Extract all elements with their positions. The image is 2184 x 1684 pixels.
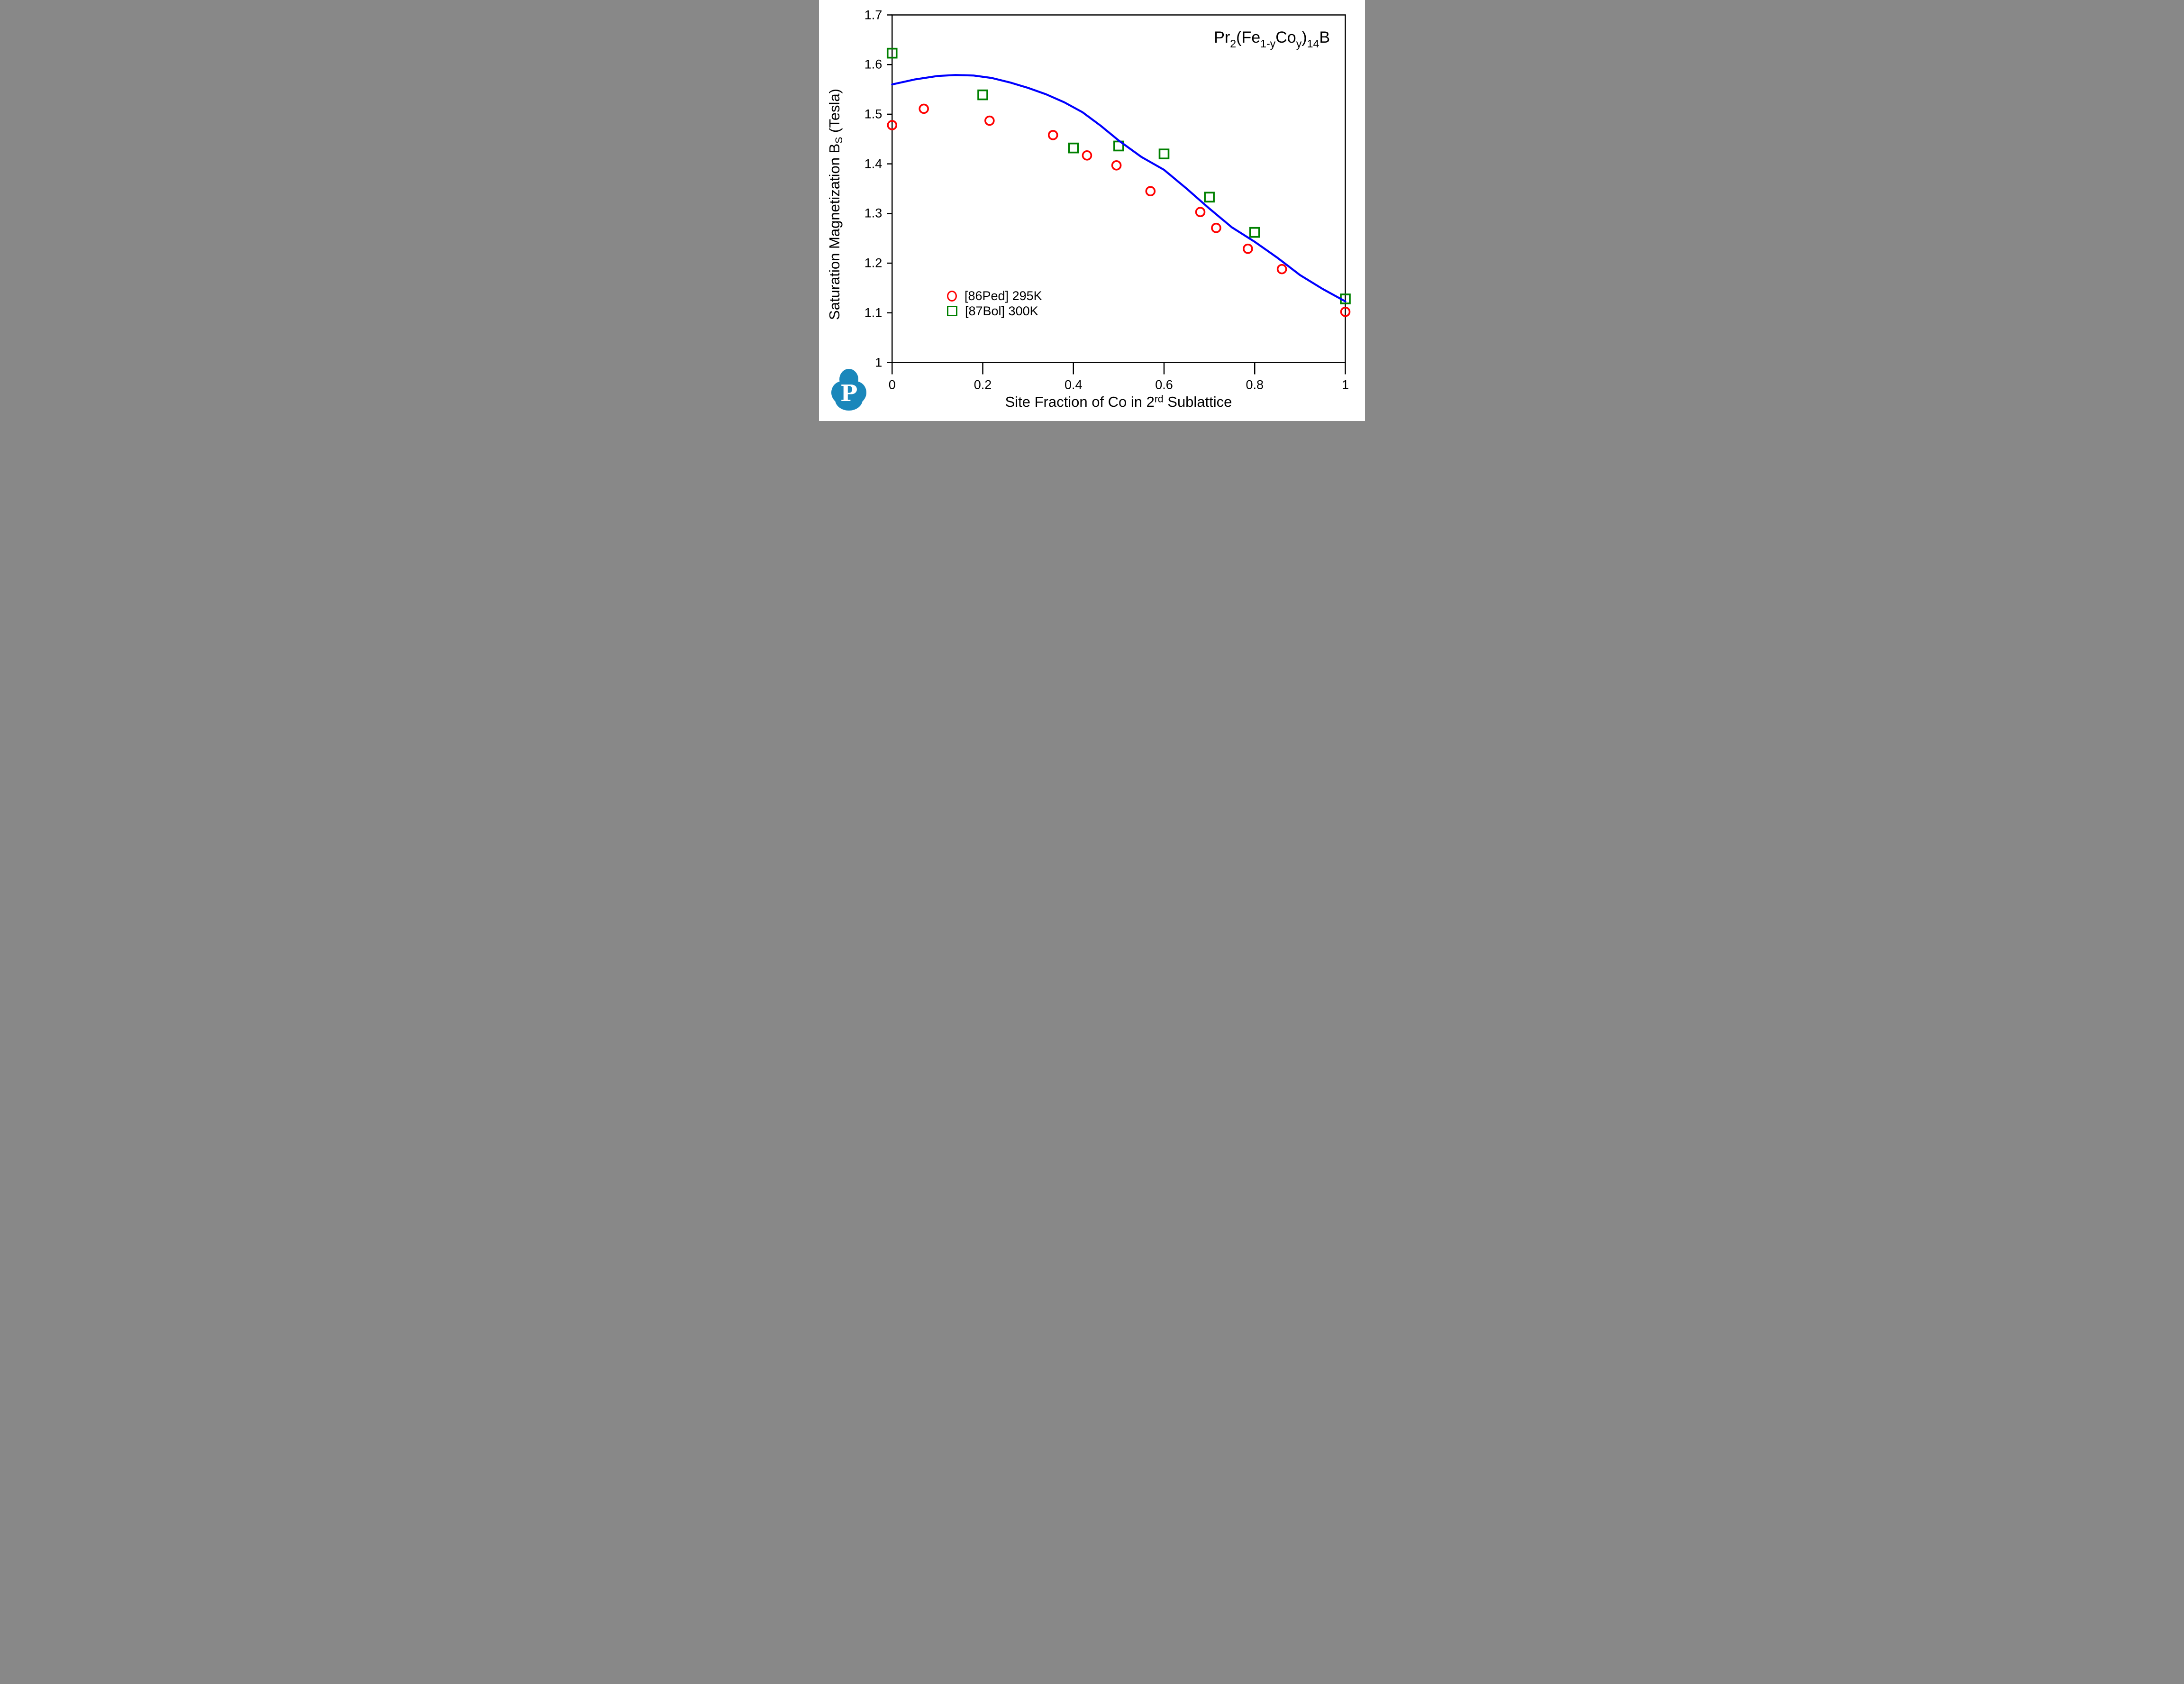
y-tick-label: 1.5 [864, 107, 883, 121]
legend-circle-marker-icon [947, 290, 957, 302]
data-point-circle [1145, 186, 1156, 197]
data-point-circle [1276, 264, 1287, 275]
text-segment: B [1319, 28, 1330, 46]
data-point-square [1204, 192, 1215, 203]
plot-area [886, 14, 1351, 375]
legend: [86Ped] 295K [87Bol] 300K [947, 288, 1042, 319]
y-tick-label: 1 [875, 355, 883, 369]
text-segment: ) [1301, 28, 1307, 46]
data-point-circle [887, 120, 898, 130]
y-tick-label: 1.1 [864, 305, 883, 320]
y-tick-label: 1.2 [864, 256, 883, 270]
text-segment: 2 [1230, 37, 1237, 50]
data-point-circle [1340, 306, 1351, 317]
plot-border [892, 14, 1346, 363]
text-segment: Saturation Magnetization B [826, 143, 843, 320]
legend-item-label: [87Bol] 300K [965, 303, 1038, 318]
data-point-square [1158, 148, 1170, 160]
x-tick-label: 0.2 [974, 377, 992, 392]
text-segment: rd [1154, 394, 1164, 405]
y-axis-title: Saturation Magnetization BS (Tesla) [826, 89, 845, 320]
fit-curve [891, 74, 1347, 302]
text-segment: Co [1275, 28, 1296, 46]
text-segment: Sublattice [1163, 394, 1232, 410]
chart-canvas: Pr2(Fe1-yCoy)14B Saturation Magnetizatio… [819, 0, 1365, 421]
x-tick-label: 0.6 [1155, 377, 1173, 392]
data-point-circle [1111, 160, 1122, 171]
data-point-square [1249, 227, 1260, 238]
data-point-circle [1047, 130, 1058, 140]
logo-cloud-shape [835, 389, 863, 411]
text-segment: S [833, 137, 845, 144]
legend-item-label: [86Ped] 295K [965, 288, 1042, 303]
x-axis-title: Site Fraction of Co in 2rd Sublattice [1005, 394, 1232, 411]
logo-letter: P [840, 380, 858, 407]
x-tick-label: 0 [888, 377, 896, 392]
text-segment: 14 [1307, 37, 1320, 50]
data-point-square [1068, 142, 1079, 154]
text-segment: 1-y [1260, 37, 1276, 50]
text-segment: y [1296, 37, 1302, 50]
x-tick-label: 1 [1341, 377, 1349, 392]
data-point-square [977, 89, 988, 101]
text-segment: (Tesla) [826, 89, 843, 137]
y-tick-label: 1.6 [864, 57, 883, 72]
y-tick-label: 1.7 [864, 8, 883, 22]
data-point-square [886, 47, 898, 59]
data-point-circle [1211, 222, 1221, 233]
pandat-logo: P [831, 369, 866, 413]
data-point-circle [1195, 207, 1206, 218]
legend-square-marker-icon [947, 306, 957, 316]
x-tick-label: 0.8 [1246, 377, 1264, 392]
data-point-circle [919, 103, 929, 114]
data-point-circle [984, 115, 995, 126]
text-segment: Site Fraction of Co in 2 [1005, 394, 1155, 410]
x-tick-label: 0.4 [1064, 377, 1083, 392]
data-point-circle [1243, 243, 1253, 254]
text-segment: Pr [1214, 28, 1230, 46]
legend-item: [86Ped] 295K [947, 288, 1042, 303]
plot-title: Pr2(Fe1-yCoy)14B [1214, 27, 1330, 54]
text-segment: (Fe [1236, 28, 1261, 46]
y-tick-label: 1.3 [864, 206, 883, 220]
data-point-circle [1082, 150, 1092, 161]
y-tick-label: 1.4 [864, 156, 883, 171]
legend-item: [87Bol] 300K [947, 303, 1042, 319]
